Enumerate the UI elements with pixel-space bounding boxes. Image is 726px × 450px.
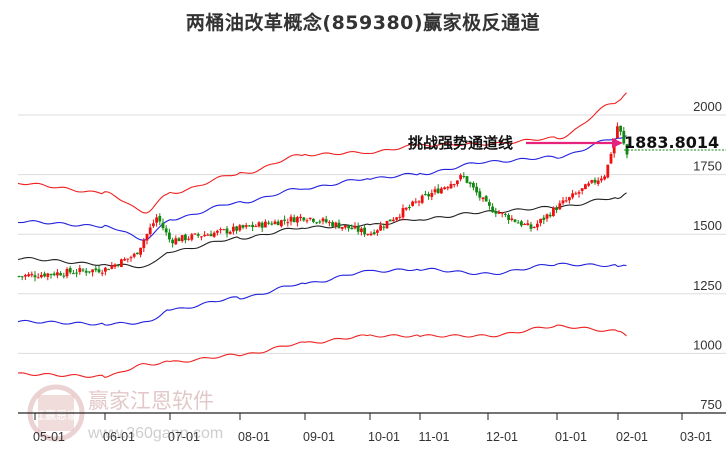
x-tick-label: 05-01	[33, 430, 65, 444]
x-tick-label: 01-01	[555, 430, 587, 444]
x-tick-label: 07-01	[168, 430, 200, 444]
band-lower_outer	[17, 324, 627, 379]
x-tick-label: 10-01	[368, 430, 400, 444]
y-tick-label: 2000	[693, 99, 722, 114]
band-lower_inner	[17, 262, 627, 326]
x-tick-label: 02-01	[616, 430, 648, 444]
candlesticks	[17, 122, 629, 282]
svg-text:1883.8014: 1883.8014	[624, 133, 719, 152]
watermark: 江赢恩家 赢家江恩软件 www.360gann.com	[27, 384, 223, 442]
band-upper_inner	[17, 135, 627, 241]
svg-text:赢家江恩软件: 赢家江恩软件	[88, 389, 214, 413]
x-tick-label: 12-01	[486, 430, 518, 444]
svg-text:挑战强势通道线: 挑战强势通道线	[408, 134, 513, 152]
channel-bands	[17, 92, 627, 379]
y-axis: 750 1000 1250 1500 1750 2000	[693, 99, 722, 412]
y-tick-label: 1250	[693, 278, 722, 293]
x-tick-label: 08-01	[238, 430, 270, 444]
y-tick-label: 1750	[693, 159, 722, 174]
x-tick-label: 09-01	[303, 430, 335, 444]
x-tick-label: 11-01	[418, 430, 449, 444]
band-upper_outer	[17, 92, 627, 214]
y-tick-label: 1000	[693, 337, 722, 352]
annotation-challenge-line: 挑战强势通道线 1883.8014	[408, 133, 726, 152]
y-tick-label: 750	[700, 397, 722, 412]
svg-text:www.360gann.com: www.360gann.com	[87, 425, 223, 442]
svg-text:江赢恩家: 江赢恩家	[34, 408, 78, 422]
x-tick-label: 03-01	[680, 430, 712, 444]
chart-title: 两桶油改革概念(859380)赢家极反通道	[185, 12, 541, 34]
y-tick-label: 1500	[693, 218, 722, 233]
band-middle	[17, 192, 627, 269]
x-tick-label: 06-01	[103, 430, 135, 444]
x-axis: 05-01 06-01 07-01 08-01 09-01 10-01 11-01 12-01…	[18, 412, 726, 444]
